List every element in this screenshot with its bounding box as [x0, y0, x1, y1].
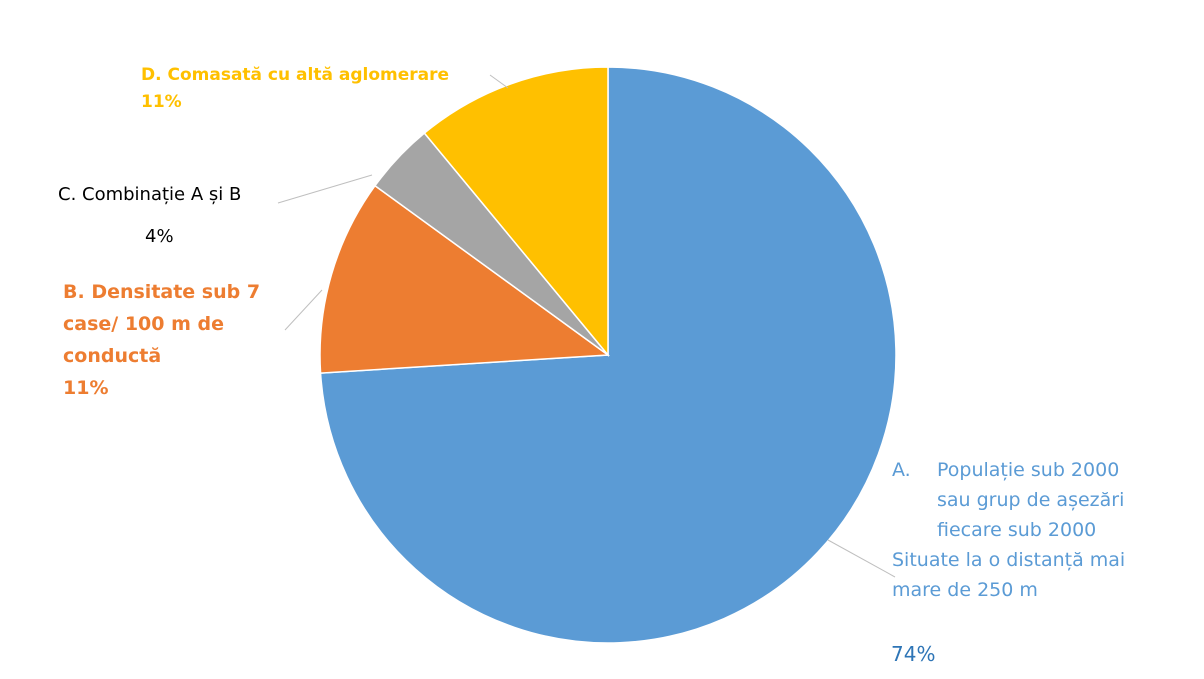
label-slice-a-line2: sau grup de așezări — [937, 489, 1125, 511]
label-slice-d: D. Comasată cu altă aglomerare 11% — [141, 62, 449, 116]
label-slice-b: B. Densitate sub 7 case/ 100 m de conduc… — [63, 276, 260, 404]
label-slice-d-percent: 11% — [141, 92, 182, 112]
label-slice-b-line3: conductă — [63, 345, 162, 367]
pie-slice-b — [319, 184, 611, 374]
leader-line-a — [827, 539, 896, 578]
leader-line-b — [284, 289, 323, 331]
label-slice-b-percent: 11% — [63, 377, 109, 399]
pie-slice-d — [423, 66, 609, 358]
label-slice-a-percent: 74% — [891, 642, 936, 666]
label-slice-c-text: C. Combinație A și B — [58, 184, 242, 205]
leader-lines — [277, 74, 896, 578]
label-slice-b-line2: case/ 100 m de — [63, 313, 225, 335]
label-slice-a-line5: mare de 250 m — [892, 579, 1038, 601]
label-slice-a: A. Populație sub 2000 sau grup de așezăr… — [892, 455, 1125, 605]
label-slice-a-line3: fiecare sub 2000 — [937, 519, 1097, 541]
label-slice-c-percent: 4% — [145, 226, 174, 247]
label-slice-d-text: D. Comasată cu altă aglomerare — [141, 65, 450, 85]
label-slice-a-item: A. Populație sub 2000 — [892, 455, 1125, 485]
leader-line-d — [489, 74, 509, 89]
label-slice-a-line1: Populație sub 2000 — [937, 459, 1120, 481]
pie-slices — [319, 66, 897, 644]
leader-line-c — [277, 174, 373, 204]
label-slice-b-line1: B. Densitate sub 7 — [63, 281, 261, 303]
label-slice-a-line4: Situate la o distanță mai — [892, 549, 1126, 571]
label-slice-a-marker: A. — [892, 459, 911, 481]
